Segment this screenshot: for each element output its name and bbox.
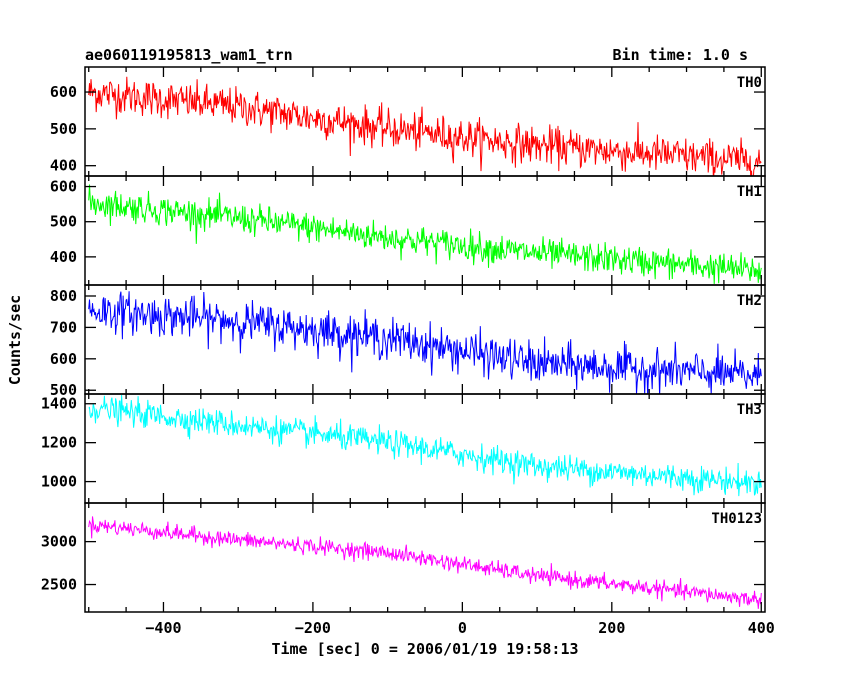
panels-group: 400 500 600 TH0 400 500 600 TH1 500 600 700 800 TH2 1… <box>41 66 766 613</box>
panel-th3: 1000 1200 1400 TH3 <box>41 393 766 504</box>
y-tick-label: 500 <box>50 120 77 138</box>
panel-frame <box>84 284 766 395</box>
y-tick-label: 700 <box>50 318 77 336</box>
panel-th2: 500 600 700 800 TH2 <box>50 284 766 399</box>
panel-th0: 400 500 600 TH0 <box>50 66 766 177</box>
series-line-th0123 <box>88 516 762 609</box>
y-tick-label: 400 <box>50 157 77 175</box>
panel-frame <box>84 502 766 613</box>
panel-th0123: 2500 3000 TH0123 <box>41 502 766 613</box>
y-tick-label: 500 <box>50 213 77 231</box>
x-tick-label: 400 <box>748 619 775 637</box>
y-tick-label: 600 <box>50 83 77 101</box>
series-label-th3: TH3 <box>737 402 762 418</box>
series-label-th0123: TH0123 <box>711 511 762 527</box>
y-tick-label: 3000 <box>41 533 77 551</box>
x-tick-label: 200 <box>598 619 625 637</box>
y-tick-label: 1000 <box>41 473 77 491</box>
x-tick-label: −200 <box>295 619 331 637</box>
x-tick-label: −400 <box>145 619 181 637</box>
y-tick-label: 500 <box>50 381 77 399</box>
x-tick-label: 0 <box>458 619 467 637</box>
chart-title: ae060119195813_wam1_trn <box>85 46 293 64</box>
panel-frame <box>84 66 766 177</box>
series-line-th1 <box>88 184 762 285</box>
y-tick-label: 1200 <box>41 434 77 452</box>
series-label-th1: TH1 <box>737 184 762 200</box>
series-label-th0: TH0 <box>737 75 762 91</box>
y-tick-label: 600 <box>50 178 77 196</box>
x-axis-label: Time [sec] 0 = 2006/01/19 19:58:13 <box>271 640 578 658</box>
y-tick-label: 2500 <box>41 576 77 594</box>
y-axis-label: Counts/sec <box>6 295 24 385</box>
y-tick-label: 800 <box>50 287 77 305</box>
panel-frame <box>84 175 766 286</box>
x-tick-labels: −400 −200 0 200 400 <box>145 619 774 637</box>
series-label-th2: TH2 <box>737 293 762 309</box>
series-line-th0 <box>88 76 762 176</box>
series-line-th3 <box>88 394 762 497</box>
series-line-th2 <box>88 291 762 394</box>
y-tick-label: 400 <box>50 248 77 266</box>
bin-time-label: Bin time: 1.0 s <box>613 46 748 64</box>
y-tick-label: 600 <box>50 350 77 368</box>
panel-th1: 400 500 600 TH1 <box>50 175 766 286</box>
y-tick-label: 1400 <box>41 395 77 413</box>
